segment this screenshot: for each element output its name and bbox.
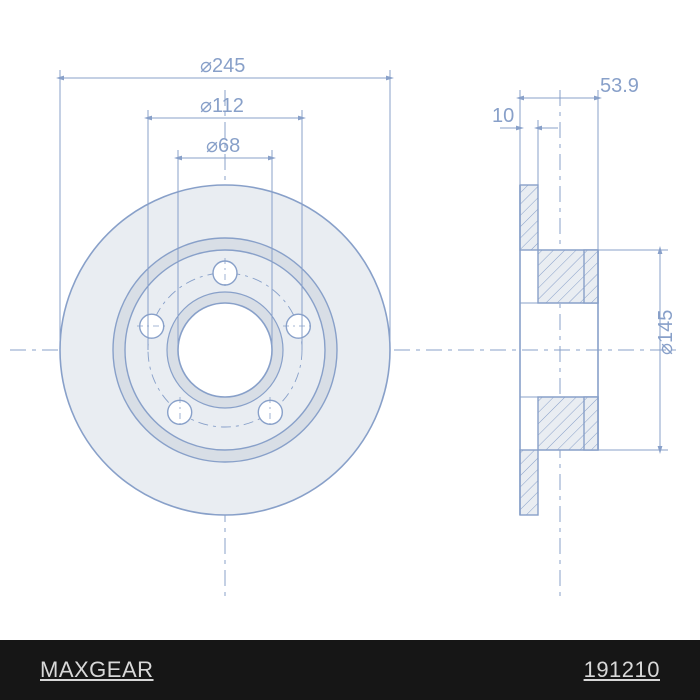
- dim-hat-depth: 53.9: [600, 75, 639, 97]
- dim-outer: ⌀245: [200, 55, 245, 77]
- dim-thickness: 10: [492, 105, 514, 127]
- part-number-link[interactable]: 191210: [584, 657, 660, 683]
- technical-drawing: ⌀245 ⌀112 ⌀68 10 53.9: [0, 0, 700, 700]
- dim-hat-diameter: ⌀145: [655, 310, 677, 355]
- dim-center-bore: ⌀68: [206, 135, 240, 157]
- dim-bolt-circle: ⌀112: [200, 95, 244, 117]
- front-view: [60, 185, 390, 515]
- drawing-canvas: ⌀245 ⌀112 ⌀68 10 53.9: [0, 0, 700, 700]
- footer-bar: MAXGEAR 191210: [0, 640, 700, 700]
- brand-link[interactable]: MAXGEAR: [40, 657, 154, 683]
